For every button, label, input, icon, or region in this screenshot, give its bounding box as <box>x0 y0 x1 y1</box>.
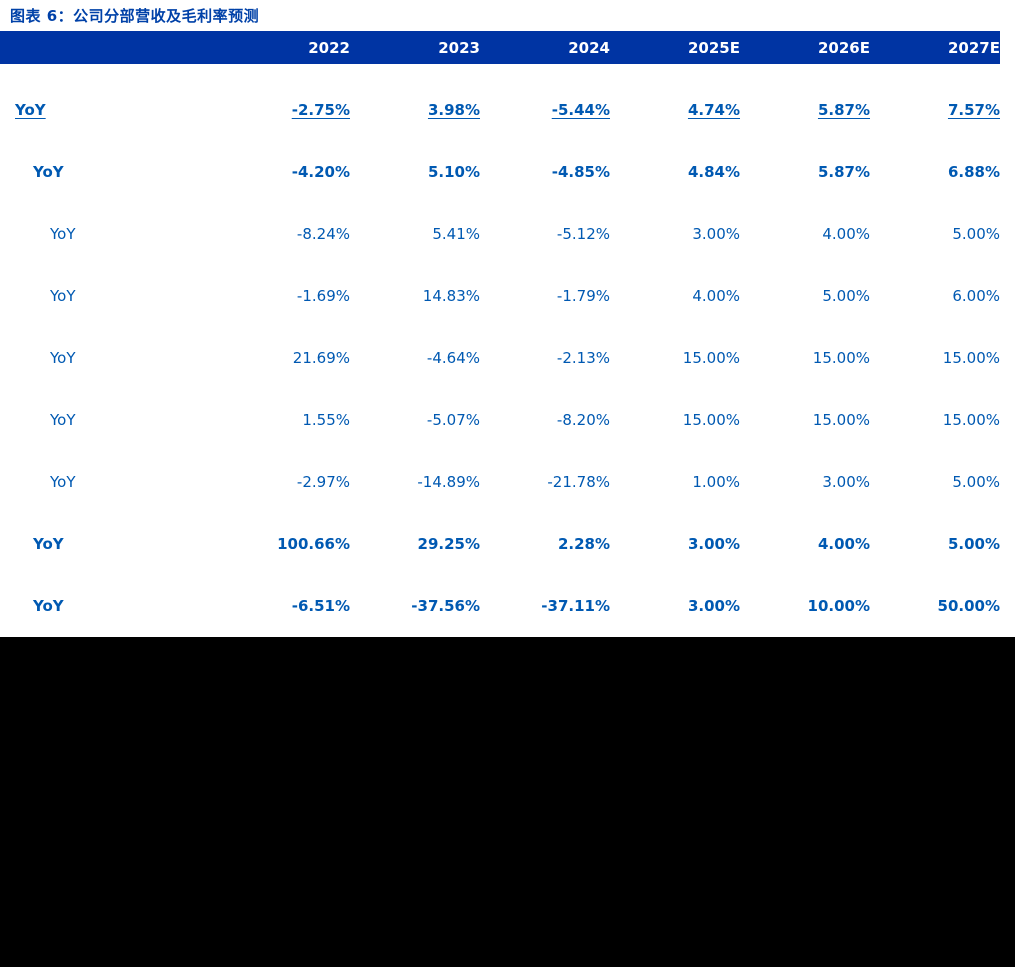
value-cell: -5.44% <box>551 101 610 119</box>
figure-title: 图表 6：公司分部营收及毛利率预测 <box>10 7 260 25</box>
value-cell: 3.98% <box>427 101 480 119</box>
value-cell: 50.00% <box>937 597 1000 615</box>
value-cell: 1.55% <box>302 411 350 429</box>
value-cell: -4.85% <box>551 163 610 181</box>
value-cell: 29.25% <box>417 535 480 553</box>
value-cell: 5.00% <box>952 473 1000 491</box>
row-label: YoY <box>50 349 76 367</box>
value-cell: 5.00% <box>947 535 1000 553</box>
value-cell: 4.74% <box>687 101 740 119</box>
row-label: YoY <box>50 287 76 305</box>
value-cell: -1.79% <box>556 287 610 305</box>
value-cell: 15.00% <box>812 349 870 367</box>
header-cell-year: 2022 <box>220 31 350 64</box>
value-cell: -8.20% <box>556 411 610 429</box>
table-row: YoY 21.69% -4.64% -2.13% 15.00% 15.00% 15.00% <box>0 327 1000 389</box>
table-row: YoY -1.69% 14.83% -1.79% 4.00% 5.00% 6.00% <box>0 265 1000 327</box>
value-cell: 5.10% <box>427 163 480 181</box>
row-label: YoY <box>33 163 64 181</box>
value-cell: 4.00% <box>692 287 740 305</box>
value-cell: 3.00% <box>822 473 870 491</box>
table-row: YoY -4.20% 5.10% -4.85% 4.84% 5.87% 6.88% <box>0 141 1000 203</box>
value-cell: 15.00% <box>942 349 1000 367</box>
value-cell: -4.20% <box>291 163 350 181</box>
value-cell: 100.66% <box>277 535 350 553</box>
row-label: YoY <box>50 411 76 429</box>
value-cell: -14.89% <box>417 473 480 491</box>
value-cell: 3.00% <box>692 225 740 243</box>
value-cell: 10.00% <box>807 597 870 615</box>
header-cell-year: 2024 <box>480 31 610 64</box>
value-cell: 7.57% <box>947 101 1000 119</box>
row-label: YoY <box>50 473 76 491</box>
value-cell: -2.97% <box>296 473 350 491</box>
value-cell: 15.00% <box>682 349 740 367</box>
table-body: YoY -2.75% 3.98% -5.44% 4.74% 5.87% 7.57% YoY -4… <box>0 64 1000 637</box>
value-cell: -6.51% <box>291 597 350 615</box>
row-label: YoY <box>15 101 46 119</box>
value-cell: 6.88% <box>947 163 1000 181</box>
value-cell: 4.00% <box>822 225 870 243</box>
row-label: YoY <box>50 225 76 243</box>
header-cell-year: 2023 <box>350 31 480 64</box>
value-cell: -2.75% <box>291 101 350 119</box>
value-cell: 15.00% <box>942 411 1000 429</box>
value-cell: 21.69% <box>292 349 350 367</box>
value-cell: 4.84% <box>687 163 740 181</box>
value-cell: 14.83% <box>422 287 480 305</box>
table-header: 2022 2023 2024 2025E 2026E 2027E <box>0 31 1000 64</box>
value-cell: 5.87% <box>817 163 870 181</box>
value-cell: 2.28% <box>557 535 610 553</box>
value-cell: 5.87% <box>817 101 870 119</box>
value-cell: -37.11% <box>541 597 610 615</box>
table-row: YoY 1.55% -5.07% -8.20% 15.00% 15.00% 15.00% <box>0 389 1000 451</box>
header-row: 2022 2023 2024 2025E 2026E 2027E <box>0 31 1000 64</box>
value-cell: -2.13% <box>556 349 610 367</box>
value-cell: -5.07% <box>426 411 480 429</box>
header-cell-year: 2027E <box>870 31 1000 64</box>
forecast-table: 2022 2023 2024 2025E 2026E 2027E YoY -2.75% 3.9… <box>0 31 1000 637</box>
value-cell: 1.00% <box>692 473 740 491</box>
value-cell: 15.00% <box>682 411 740 429</box>
value-cell: -1.69% <box>296 287 350 305</box>
header-cell-year: 2025E <box>610 31 740 64</box>
figure-title-bar: 图表 6：公司分部营收及毛利率预测 <box>0 0 1015 31</box>
bottom-black-area <box>0 637 1015 967</box>
value-cell: -4.64% <box>426 349 480 367</box>
table-row: YoY -6.51% -37.56% -37.11% 3.00% 10.00% 50.00% <box>0 575 1000 637</box>
value-cell: -8.24% <box>296 225 350 243</box>
header-cell-year: 2026E <box>740 31 870 64</box>
table-row: YoY -2.97% -14.89% -21.78% 1.00% 3.00% 5.00% <box>0 451 1000 513</box>
value-cell: 3.00% <box>687 597 740 615</box>
table-row: YoY 100.66% 29.25% 2.28% 3.00% 4.00% 5.00% <box>0 513 1000 575</box>
value-cell: 5.41% <box>432 225 480 243</box>
value-cell: -21.78% <box>547 473 610 491</box>
value-cell: 3.00% <box>687 535 740 553</box>
row-label: YoY <box>33 597 64 615</box>
value-cell: -37.56% <box>411 597 480 615</box>
value-cell: 15.00% <box>812 411 870 429</box>
row-label: YoY <box>33 535 64 553</box>
value-cell: 5.00% <box>952 225 1000 243</box>
header-cell-corner <box>0 31 220 64</box>
table-row: YoY -8.24% 5.41% -5.12% 3.00% 4.00% 5.00% <box>0 203 1000 265</box>
table-row: YoY -2.75% 3.98% -5.44% 4.74% 5.87% 7.57% <box>0 64 1000 141</box>
value-cell: 6.00% <box>952 287 1000 305</box>
value-cell: 4.00% <box>817 535 870 553</box>
value-cell: 5.00% <box>822 287 870 305</box>
value-cell: -5.12% <box>556 225 610 243</box>
